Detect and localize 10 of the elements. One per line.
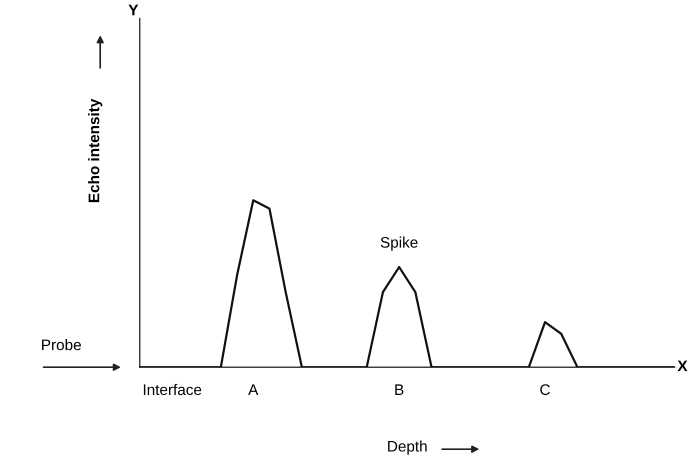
text: Probe [42,339,81,350]
x-tick-label: C [540,384,550,396]
text: Y [128,4,138,16]
x-tick-label: A [248,384,258,395]
x-axis-title: Depth [388,440,427,455]
annotation: Spike [380,236,418,251]
text: X [678,360,688,372]
x-tick-label: Interface [144,384,202,396]
y-axis-title: Echo intensity [88,98,102,202]
x-tick-label: B [395,384,404,395]
